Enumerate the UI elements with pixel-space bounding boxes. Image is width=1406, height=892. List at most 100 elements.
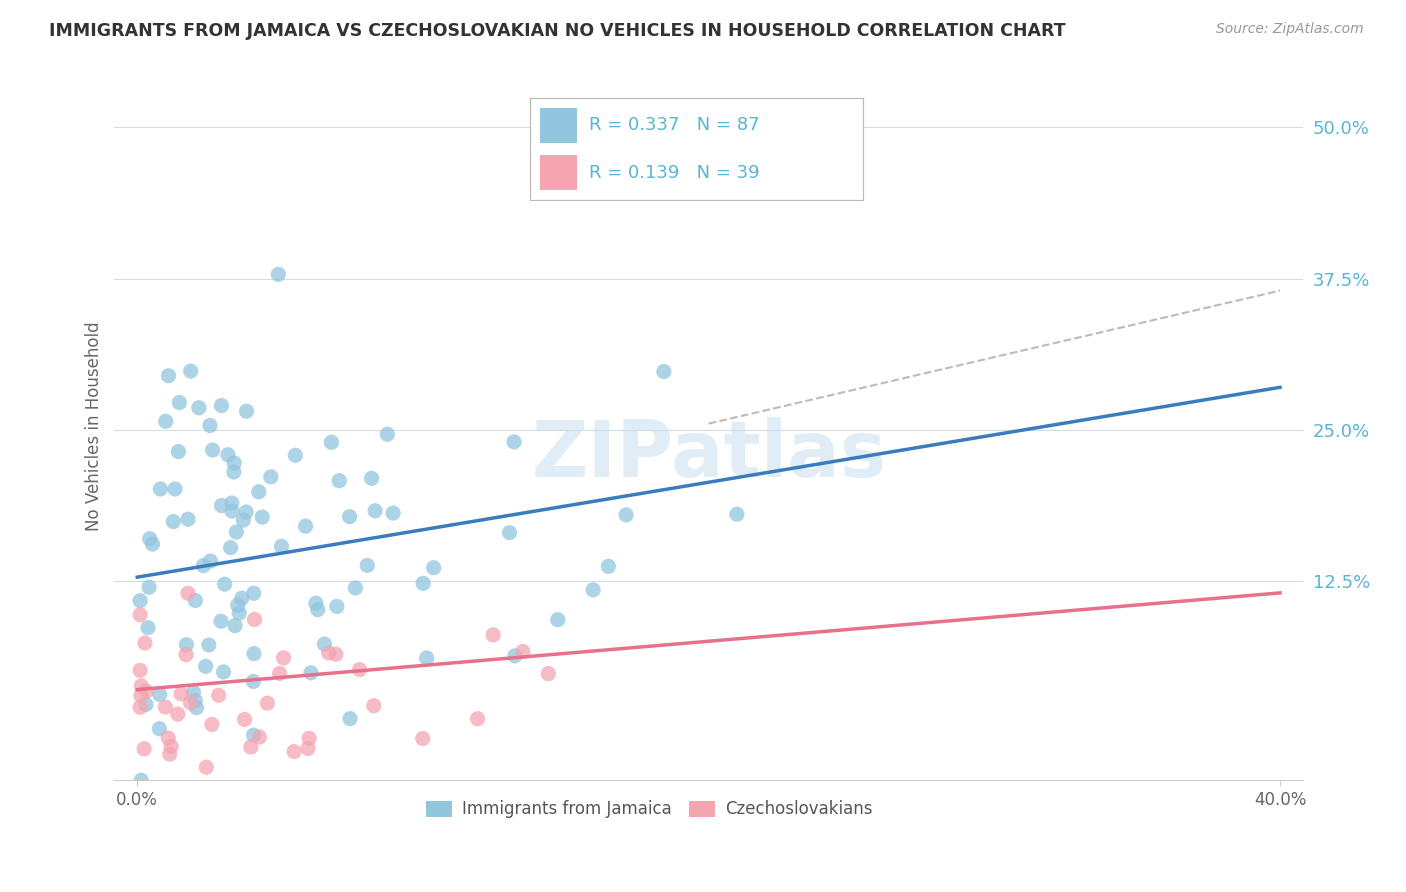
Point [375,427,398,442]
Point [129,664,152,678]
Point [415,651,437,665]
Text: Source: ZipAtlas.com: Source: ZipAtlas.com [1216,22,1364,37]
Point [211,499,233,513]
Point [157,731,180,745]
Point [129,607,152,622]
Point [163,482,186,496]
Point [221,504,243,518]
Point [314,637,336,651]
Point [195,760,218,774]
Point [305,596,328,610]
Point [149,688,172,702]
Point [225,524,247,539]
Point [183,685,205,699]
Point [157,368,180,383]
Point [160,739,183,754]
Legend: Immigrants from Jamaica, Czechoslovakians: Immigrants from Jamaica, Czechoslovakian… [419,794,880,825]
Point [201,443,224,458]
Point [209,614,232,628]
Point [294,519,316,533]
Point [256,696,278,710]
Point [652,364,675,378]
Point [239,739,262,754]
Point [412,731,434,746]
Point [503,434,526,449]
Point [228,606,250,620]
Point [162,515,184,529]
Point [503,648,526,663]
Point [129,689,152,703]
Point [242,586,264,600]
Text: IMMIGRANTS FROM JAMAICA VS CZECHOSLOVAKIAN NO VEHICLES IN HOUSEHOLD CORRELATION : IMMIGRANTS FROM JAMAICA VS CZECHOSLOVAKI… [49,22,1066,40]
Point [349,663,371,677]
Point [614,508,637,522]
Point [170,687,193,701]
Point [138,532,160,546]
Point [307,602,329,616]
Point [222,465,245,479]
Point [193,558,215,573]
Point [321,435,343,450]
Point [231,591,253,606]
Point [232,513,254,527]
Point [169,395,191,409]
Y-axis label: No Vehicles in Household: No Vehicles in Household [86,322,103,532]
Point [180,364,202,378]
Point [382,506,405,520]
Point [270,539,292,553]
Point [512,644,534,658]
Point [186,700,208,714]
Point [174,648,197,662]
Point [135,684,157,698]
Point [326,599,349,614]
Point [194,659,217,673]
Point [134,741,156,756]
Point [159,747,181,761]
Point [298,731,321,746]
Point [267,268,290,282]
Point [214,577,236,591]
Point [299,665,322,680]
Point [250,510,273,524]
Point [184,593,207,607]
Point [211,399,233,413]
Point [141,537,163,551]
Point [148,722,170,736]
Point [219,541,242,555]
Point [180,696,202,710]
Point [134,636,156,650]
Point [224,618,246,632]
Point [198,638,221,652]
Point [269,666,291,681]
Point [176,638,198,652]
Point [155,414,177,428]
Point [136,621,159,635]
Point [217,448,239,462]
Point [187,401,209,415]
Point [207,688,229,702]
Point [364,504,387,518]
Point [135,698,157,712]
Point [422,560,444,574]
Point [260,470,283,484]
Point [273,650,295,665]
Point [356,558,378,573]
Point [318,646,340,660]
Point [412,576,434,591]
Point [247,730,270,744]
Point [582,582,605,597]
Point [725,507,748,521]
Point [129,700,152,714]
Point [167,444,190,458]
Point [149,482,172,496]
Point [233,713,256,727]
Point [129,773,152,788]
Point [138,580,160,594]
Point [283,745,305,759]
Point [242,728,264,742]
Point [284,448,307,462]
Point [325,647,347,661]
Point [131,679,153,693]
Point [363,698,385,713]
Point [328,474,350,488]
